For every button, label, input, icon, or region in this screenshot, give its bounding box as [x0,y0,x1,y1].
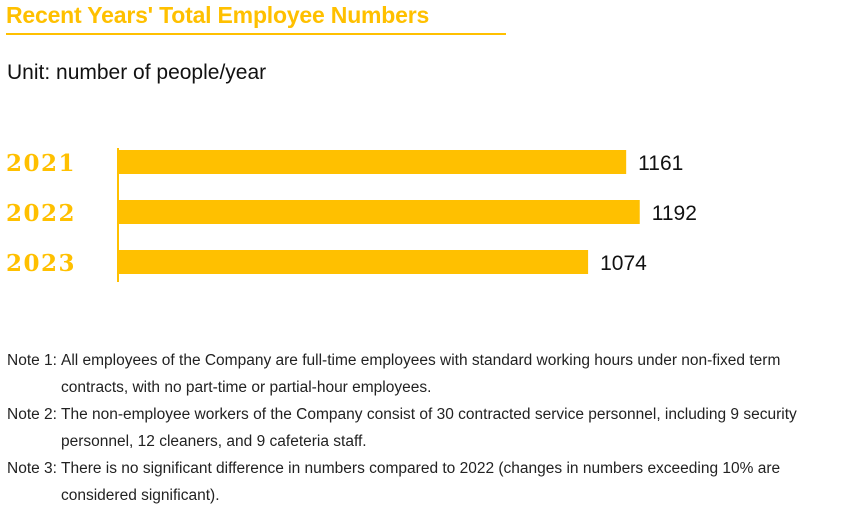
unit-label: Unit: number of people/year [7,61,267,84]
year-label: 2021 [6,150,76,177]
bar-2021 [118,150,627,174]
note-label: Note 3: [7,460,57,477]
page-title: Recent Years' Total Employee Numbers [6,2,430,28]
note-text: All employees of the Company are full-ti… [60,352,781,396]
note-1: Note 1: All employees of the Company are… [7,347,845,401]
employee-bar-chart: 2021 1161 2022 1192 2023 1074 [6,148,697,282]
value-label: 1074 [600,252,647,275]
note-label: Note 2: [7,406,57,423]
note-text: There is no significant difference in nu… [60,460,781,504]
bar-2023 [118,250,589,274]
note-text: The non-employee workers of the Company … [60,406,797,450]
note-3: Note 3: There is no significant differen… [7,455,845,509]
year-label: 2022 [6,200,76,227]
notes-section: Note 1: All employees of the Company are… [7,347,845,509]
value-label: 1192 [652,202,697,225]
note-label: Note 1: [7,352,57,369]
value-label: 1161 [638,152,683,175]
title-underline [6,33,506,35]
bar-2022 [118,200,640,224]
year-label: 2023 [6,250,76,277]
note-2: Note 2: The non-employee workers of the … [7,401,845,455]
